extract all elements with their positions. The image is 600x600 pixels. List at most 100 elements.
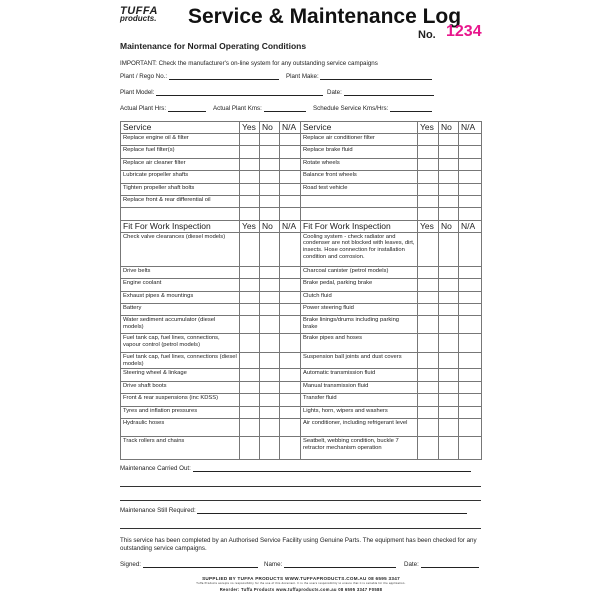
yes-checkbox-cell[interactable] <box>239 170 260 184</box>
no-checkbox-cell[interactable] <box>438 352 459 370</box>
yes-checkbox-cell[interactable] <box>239 157 260 172</box>
maintenance-still-required-field[interactable]: Maintenance Still Required: <box>120 507 468 514</box>
plant-model-field[interactable]: Plant Model: <box>120 89 324 96</box>
plant-make-field[interactable]: Plant Make: <box>286 73 433 80</box>
schedule-field[interactable]: Schedule Service Kms/Hrs: <box>313 105 433 112</box>
no-checkbox-cell[interactable] <box>259 182 280 196</box>
yes-checkbox-cell[interactable] <box>239 145 260 159</box>
write-line[interactable] <box>120 528 481 529</box>
na-checkbox-cell[interactable] <box>458 333 482 354</box>
na-checkbox-cell[interactable] <box>279 418 301 438</box>
yes-checkbox-cell[interactable] <box>239 418 260 438</box>
no-checkbox-cell[interactable] <box>438 302 459 317</box>
na-checkbox-cell[interactable] <box>279 157 301 172</box>
yes-checkbox-cell[interactable] <box>239 393 260 407</box>
na-checkbox-cell[interactable] <box>458 145 482 159</box>
no-checkbox-cell[interactable] <box>259 170 280 184</box>
yes-checkbox-cell[interactable] <box>239 278 260 292</box>
na-checkbox-cell[interactable] <box>279 315 301 335</box>
no-checkbox-cell[interactable] <box>259 393 280 407</box>
yes-checkbox-cell[interactable] <box>417 265 439 280</box>
no-checkbox-cell[interactable] <box>259 405 280 420</box>
na-checkbox-cell[interactable] <box>458 315 482 335</box>
na-checkbox-cell[interactable] <box>279 145 301 159</box>
yes-checkbox-cell[interactable] <box>417 352 439 370</box>
yes-checkbox-cell[interactable] <box>417 182 439 196</box>
yes-checkbox-cell[interactable] <box>239 265 260 280</box>
na-checkbox-cell[interactable] <box>279 290 301 304</box>
yes-checkbox-cell[interactable] <box>417 170 439 184</box>
no-checkbox-cell[interactable] <box>438 405 459 420</box>
no-checkbox-cell[interactable] <box>438 315 459 335</box>
na-checkbox-cell[interactable] <box>279 436 301 461</box>
no-checkbox-cell[interactable] <box>259 231 280 267</box>
na-checkbox-cell[interactable] <box>458 405 482 420</box>
no-checkbox-cell[interactable] <box>259 333 280 354</box>
no-checkbox-cell[interactable] <box>438 333 459 354</box>
na-checkbox-cell[interactable] <box>279 393 301 407</box>
na-checkbox-cell[interactable] <box>279 265 301 280</box>
na-checkbox-cell[interactable] <box>458 170 482 184</box>
yes-checkbox-cell[interactable] <box>239 436 260 461</box>
no-checkbox-cell[interactable] <box>438 207 459 221</box>
yes-checkbox-cell[interactable] <box>417 132 439 147</box>
na-checkbox-cell[interactable] <box>458 418 482 438</box>
na-checkbox-cell[interactable] <box>458 436 482 461</box>
actual-hrs-field[interactable]: Actual Plant Hrs: <box>120 105 206 112</box>
yes-checkbox-cell[interactable] <box>239 315 260 335</box>
na-checkbox-cell[interactable] <box>279 302 301 317</box>
na-checkbox-cell[interactable] <box>279 405 301 420</box>
no-checkbox-cell[interactable] <box>438 278 459 292</box>
yes-checkbox-cell[interactable] <box>417 278 439 292</box>
na-checkbox-cell[interactable] <box>279 352 301 370</box>
na-checkbox-cell[interactable] <box>279 207 301 221</box>
no-checkbox-cell[interactable] <box>438 231 459 267</box>
no-checkbox-cell[interactable] <box>259 436 280 461</box>
signed-field[interactable]: Signed: <box>120 561 258 568</box>
na-checkbox-cell[interactable] <box>279 182 301 196</box>
no-checkbox-cell[interactable] <box>438 380 459 395</box>
no-checkbox-cell[interactable] <box>259 132 280 147</box>
date-field[interactable]: Date: <box>327 89 434 96</box>
yes-checkbox-cell[interactable] <box>239 290 260 304</box>
yes-checkbox-cell[interactable] <box>417 315 439 335</box>
no-checkbox-cell[interactable] <box>438 290 459 304</box>
actual-kms-field[interactable]: Actual Plant Kms: <box>213 105 306 112</box>
no-checkbox-cell[interactable] <box>438 393 459 407</box>
no-checkbox-cell[interactable] <box>259 207 280 221</box>
na-checkbox-cell[interactable] <box>279 368 301 382</box>
no-checkbox-cell[interactable] <box>259 157 280 172</box>
na-checkbox-cell[interactable] <box>279 231 301 267</box>
no-checkbox-cell[interactable] <box>259 352 280 370</box>
write-line[interactable] <box>120 486 481 487</box>
na-checkbox-cell[interactable] <box>279 278 301 292</box>
na-checkbox-cell[interactable] <box>458 290 482 304</box>
yes-checkbox-cell[interactable] <box>239 352 260 370</box>
no-checkbox-cell[interactable] <box>438 157 459 172</box>
no-checkbox-cell[interactable] <box>259 290 280 304</box>
write-line[interactable] <box>120 500 481 501</box>
yes-checkbox-cell[interactable] <box>417 231 439 267</box>
yes-checkbox-cell[interactable] <box>239 333 260 354</box>
na-checkbox-cell[interactable] <box>458 393 482 407</box>
yes-checkbox-cell[interactable] <box>239 207 260 221</box>
no-checkbox-cell[interactable] <box>438 182 459 196</box>
na-checkbox-cell[interactable] <box>279 380 301 395</box>
maintenance-carried-out-field[interactable]: Maintenance Carried Out: <box>120 465 471 472</box>
no-checkbox-cell[interactable] <box>259 265 280 280</box>
na-checkbox-cell[interactable] <box>458 157 482 172</box>
yes-checkbox-cell[interactable] <box>239 405 260 420</box>
na-checkbox-cell[interactable] <box>458 132 482 147</box>
yes-checkbox-cell[interactable] <box>239 182 260 196</box>
no-checkbox-cell[interactable] <box>259 368 280 382</box>
na-checkbox-cell[interactable] <box>458 207 482 221</box>
na-checkbox-cell[interactable] <box>458 368 482 382</box>
yes-checkbox-cell[interactable] <box>239 231 260 267</box>
na-checkbox-cell[interactable] <box>279 333 301 354</box>
yes-checkbox-cell[interactable] <box>417 194 439 209</box>
na-checkbox-cell[interactable] <box>458 380 482 395</box>
yes-checkbox-cell[interactable] <box>239 380 260 395</box>
yes-checkbox-cell[interactable] <box>417 436 439 461</box>
na-checkbox-cell[interactable] <box>458 352 482 370</box>
no-checkbox-cell[interactable] <box>438 368 459 382</box>
